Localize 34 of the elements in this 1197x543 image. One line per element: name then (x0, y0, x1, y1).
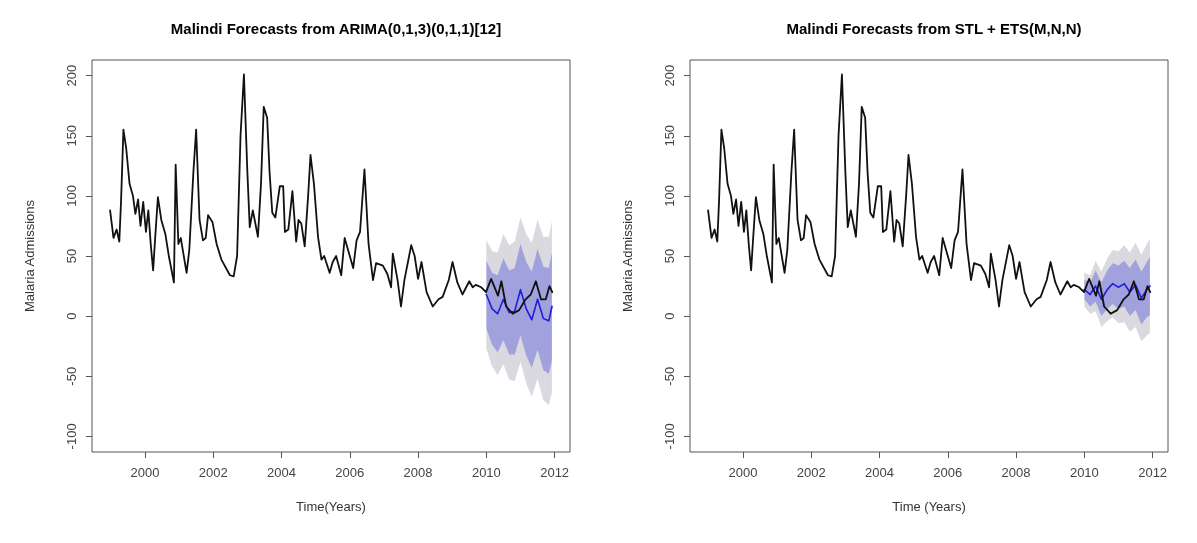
x-tick-label: 2004 (865, 465, 894, 480)
x-tick-label: 2008 (403, 465, 433, 480)
x-tick-label: 2004 (267, 465, 296, 480)
chart-title: Malindi Forecasts from STL + ETS(M,N,N) (786, 20, 1082, 37)
y-tick-label: -100 (662, 423, 677, 450)
y-tick-label: 200 (64, 64, 79, 87)
y-tick-label: 150 (64, 124, 79, 147)
x-tick-label: 2000 (130, 465, 160, 480)
y-axis-title: Malaria Admissions (22, 199, 37, 312)
x-tick-label: 2002 (198, 465, 228, 480)
x-axis-title: Time(Years) (296, 499, 366, 514)
x-tick-label: 2008 (1001, 465, 1031, 480)
y-tick-label: 50 (64, 248, 79, 264)
x-tick-label: 2006 (933, 465, 963, 480)
x-tick-label: 2000 (728, 465, 758, 480)
y-tick-label: 50 (662, 248, 677, 264)
y-tick-label: -50 (64, 366, 79, 386)
y-tick-label: 100 (64, 185, 79, 207)
y-tick-label: -50 (662, 366, 677, 386)
y-tick-label: 150 (662, 124, 677, 147)
x-tick-label: 2012 (1138, 465, 1168, 480)
y-tick-label: 0 (662, 312, 677, 320)
x-tick-label: 2012 (540, 465, 570, 480)
y-tick-label: 0 (64, 312, 79, 320)
chart-title: Malindi Forecasts from ARIMA(0,1,3)(0,1,1)[12] (170, 20, 502, 37)
y-axis-title: Malaria Admissions (620, 199, 635, 312)
y-tick-label: 200 (662, 64, 677, 87)
y-tick-label: 100 (662, 185, 677, 207)
x-tick-label: 2010 (1069, 465, 1099, 480)
x-tick-label: 2002 (796, 465, 826, 480)
y-tick-label: -100 (64, 423, 79, 450)
x-tick-label: 2010 (471, 465, 501, 480)
x-axis-title: Time (Years) (892, 499, 966, 514)
x-tick-label: 2006 (335, 465, 365, 480)
